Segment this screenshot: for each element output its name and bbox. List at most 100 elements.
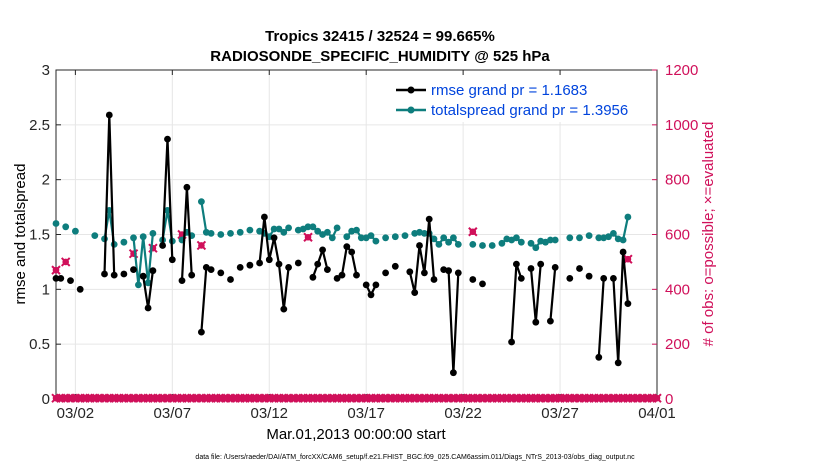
totalspread-point: [314, 227, 322, 235]
totalspread-point: [207, 230, 215, 237]
rmse-point: [624, 300, 632, 307]
totalspread-point: [445, 238, 452, 246]
y-axis-left: 0 0.5 1 1.5 2 2.5 3: [29, 62, 61, 408]
x-tick-label: 04/01: [638, 405, 676, 422]
rmse-point: [324, 266, 331, 273]
rmse-point: [217, 269, 225, 277]
legend-spread-marker: [407, 106, 415, 114]
rmse-line: [549, 267, 557, 322]
totalspread-point: [285, 224, 292, 232]
rmse-line: [612, 250, 629, 364]
totalspread-point: [450, 234, 457, 242]
totalspread-point: [227, 230, 234, 237]
y-tick-label: 1: [42, 281, 50, 298]
rmse-point: [343, 243, 351, 251]
totalspread-point: [619, 236, 627, 244]
rmse-point: [227, 276, 234, 283]
totalspread-point: [488, 242, 496, 249]
totalspread-point: [130, 234, 137, 242]
rmse-point: [110, 271, 118, 279]
totalspread-point: [324, 228, 331, 236]
rmse-point: [508, 338, 515, 346]
totalspread-point: [576, 234, 583, 242]
rmse-point: [183, 183, 191, 191]
obs-evaluated-marker: [60, 257, 71, 267]
obs-possible-marker: [245, 393, 255, 403]
rmse-point: [338, 271, 346, 279]
totalspread-point: [275, 225, 283, 233]
rmse-line: [311, 248, 329, 278]
rmse-point: [261, 213, 268, 221]
obs-evaluated-marker: [51, 265, 61, 275]
rmse-line: [443, 268, 460, 374]
totalspread-point: [391, 233, 399, 241]
totalspread-point: [624, 213, 632, 221]
rmse-point: [188, 271, 196, 279]
legend-box: [391, 75, 653, 122]
y-axis-label: rmse and totalspread: [12, 164, 29, 305]
rmse-point: [168, 256, 176, 264]
y-tick-label-right: 1000: [665, 117, 698, 134]
obs-evaluated-marker-cross: [468, 227, 478, 237]
totalspread-point: [367, 232, 375, 240]
rmse-point: [619, 248, 627, 256]
totalspread-point: [333, 224, 341, 232]
rmse-point: [314, 260, 322, 268]
totalspread-point: [91, 232, 99, 240]
totalspread-point: [401, 232, 409, 240]
rmse-point: [469, 276, 477, 283]
totalspread-point: [435, 241, 443, 248]
totalspread-point: [357, 234, 365, 242]
rmse-point: [421, 269, 428, 277]
rmse-line: [200, 266, 212, 333]
rmse-point: [319, 246, 326, 254]
y-axis-label-right: # of obs: o=possible; ×=evaluated: [700, 122, 717, 347]
rmse-point: [207, 266, 215, 273]
chart-title-line2: RADIOSONDE_SPECIFIC_HUMIDITY @ 525 hPa: [210, 48, 550, 65]
rmse-point: [406, 268, 414, 276]
y-tick-label-right: 600: [665, 227, 690, 244]
rmse-point: [265, 256, 273, 264]
rmse-point: [391, 262, 399, 270]
rmse-point: [105, 111, 113, 119]
y-tick-label: 0.5: [29, 336, 50, 353]
rmse-point: [57, 275, 65, 282]
totalspread-point: [498, 239, 506, 247]
obs-evaluated-marker-cross: [303, 232, 313, 242]
rmse-point: [256, 259, 263, 267]
rmse-point: [479, 280, 486, 288]
rmse-point: [348, 248, 356, 256]
rmse-point: [411, 289, 419, 296]
y-tick-label-right: 0: [665, 391, 673, 408]
obs-evaluated-marker-cross: [51, 265, 61, 275]
totalspread-point: [105, 207, 113, 214]
totalspread-point: [605, 233, 612, 241]
totalspread-point: [595, 234, 603, 242]
obs-possible-marker: [133, 393, 144, 403]
totalspread-point: [309, 223, 317, 231]
x-axis-label: Mar.01,2013 00:00:00 start: [266, 426, 446, 443]
obs-evaluated-marker-cross: [60, 257, 71, 267]
x-tick-label: 03/22: [444, 405, 482, 422]
rmse-point: [280, 305, 288, 313]
rmse-point: [236, 264, 244, 271]
totalspread-point: [372, 237, 380, 245]
rmse-line: [408, 218, 436, 294]
rmse-point: [450, 369, 457, 377]
y-tick-label-right: 800: [665, 172, 690, 189]
rmse-point: [101, 270, 108, 278]
rmse-point: [445, 267, 452, 275]
totalspread-point: [52, 220, 60, 227]
rmse-point: [416, 242, 423, 249]
totalspread-point: [585, 232, 593, 240]
totalspread-point: [72, 227, 79, 235]
rmse-point: [309, 273, 317, 281]
rmse-point: [576, 265, 583, 272]
totalspread-point: [236, 228, 244, 236]
rmse-line: [597, 278, 605, 358]
obs-evaluated-marker: [303, 232, 313, 242]
totalspread-point: [382, 234, 389, 242]
totalspread-point: [440, 234, 448, 242]
rmse-point: [52, 275, 60, 282]
